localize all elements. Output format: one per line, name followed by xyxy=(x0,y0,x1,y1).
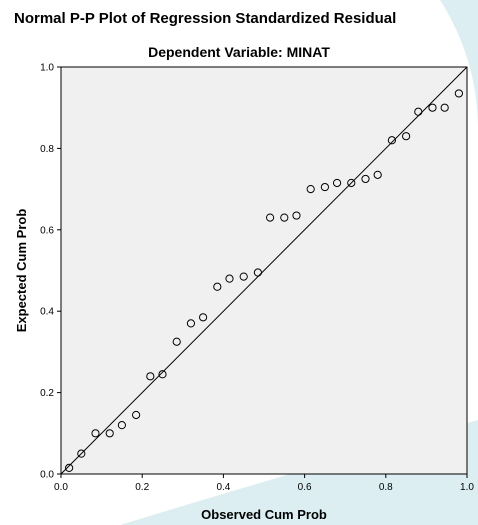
data-point xyxy=(77,449,86,458)
data-point xyxy=(320,182,329,192)
chart-subtitle: Dependent Variable: MINAT xyxy=(148,44,330,60)
x-tick-label: 1.0 xyxy=(460,482,474,493)
chart-title: Normal P-P Plot of Regression Standardiz… xyxy=(14,10,397,27)
data-point xyxy=(213,282,222,291)
y-tick-label: 0.4 xyxy=(40,307,54,318)
data-point xyxy=(440,103,449,112)
watermark-arc xyxy=(440,0,478,130)
y-tick-label: 1.0 xyxy=(40,63,54,74)
data-point xyxy=(414,107,423,116)
x-tick-label: 0.4 xyxy=(216,482,230,493)
data-point xyxy=(146,372,155,381)
data-point xyxy=(387,136,396,145)
data-point xyxy=(306,185,315,194)
x-axis-title: Observed Cum Prob xyxy=(201,507,327,522)
data-point xyxy=(158,370,167,379)
y-axis-ticks: 0.0 0.2 0.4 0.6 0.8 1.0 xyxy=(40,63,61,481)
x-tick-label: 0.8 xyxy=(379,482,393,493)
data-point xyxy=(132,410,141,420)
data-point xyxy=(454,89,463,98)
y-tick-label: 0.6 xyxy=(40,225,54,236)
data-point xyxy=(292,211,301,220)
y-axis-title: Expected Cum Prob xyxy=(14,209,29,333)
data-points xyxy=(65,89,463,472)
data-point xyxy=(199,313,208,322)
x-tick-label: 0.6 xyxy=(298,482,312,493)
data-point xyxy=(265,213,275,222)
y-tick-label: 0.8 xyxy=(40,144,54,155)
data-point xyxy=(373,170,382,179)
data-point xyxy=(91,429,100,438)
x-tick-label: 0.2 xyxy=(135,482,149,493)
data-point xyxy=(332,178,342,188)
reference-line xyxy=(60,66,468,475)
data-point xyxy=(225,274,234,283)
y-tick-label: 0.0 xyxy=(40,470,54,481)
data-point xyxy=(172,337,181,346)
y-tick-label: 0.2 xyxy=(40,388,54,399)
data-point xyxy=(280,213,289,222)
data-point xyxy=(361,174,370,184)
data-point xyxy=(402,132,411,141)
data-point xyxy=(239,272,248,281)
x-tick-label: 0.0 xyxy=(54,482,68,493)
data-point xyxy=(347,178,356,188)
data-point xyxy=(186,319,196,328)
data-point xyxy=(428,103,437,112)
data-point xyxy=(253,268,263,277)
x-axis-ticks: 0.0 0.2 0.4 0.6 0.8 1.0 xyxy=(54,474,474,493)
data-point xyxy=(105,429,114,438)
data-point xyxy=(65,463,74,472)
data-point xyxy=(117,421,127,430)
